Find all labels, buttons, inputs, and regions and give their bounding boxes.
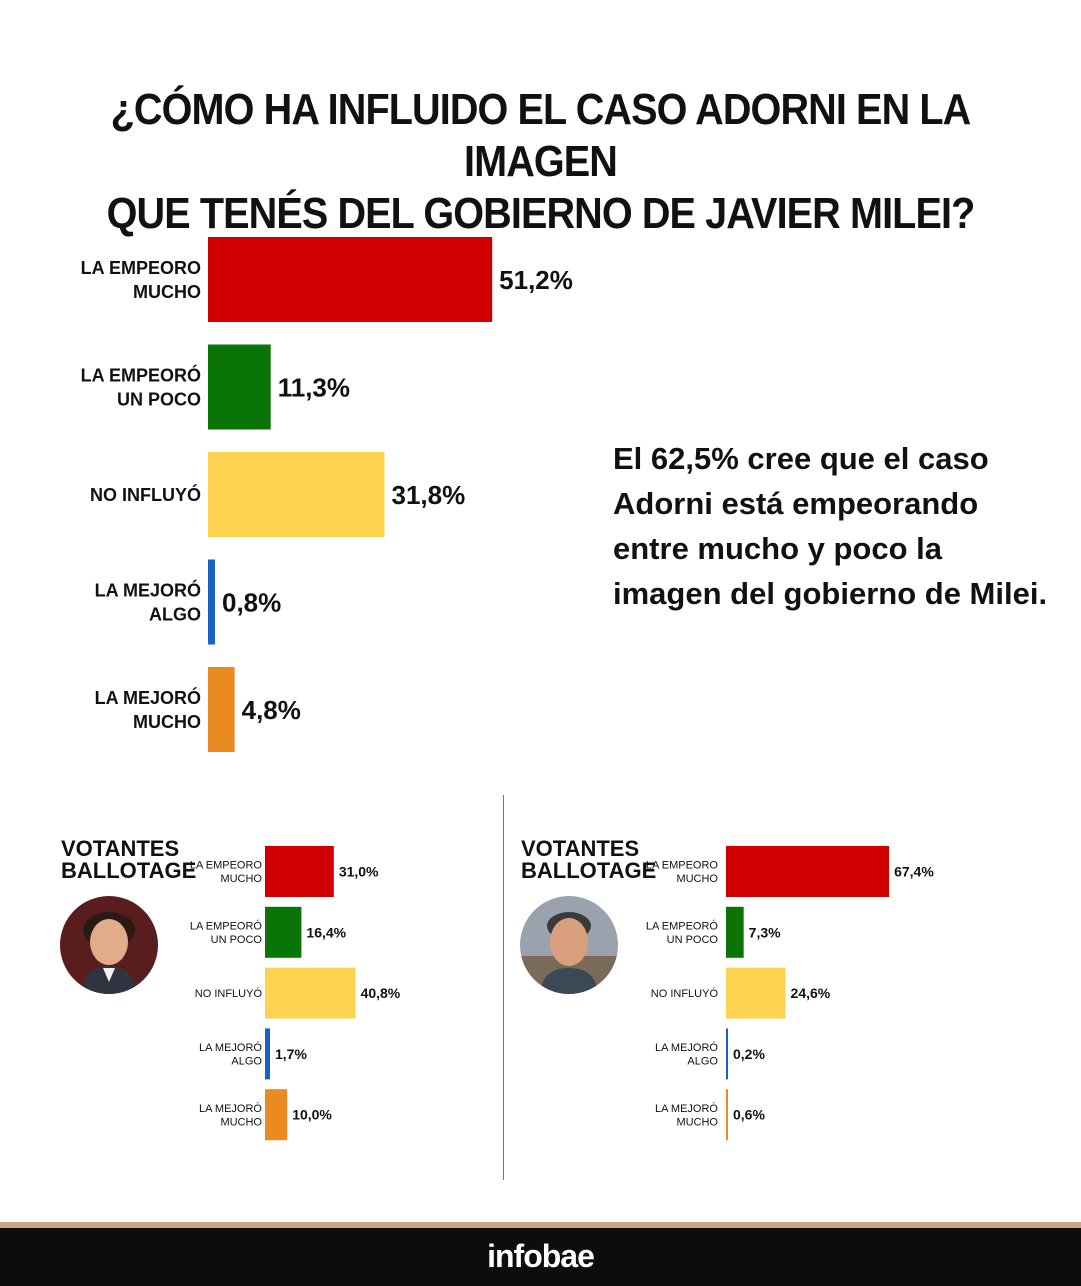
- left-panel-bar-1: [265, 846, 334, 897]
- right-panel-value-label-3: 24,6%: [791, 985, 831, 1001]
- left-panel-value-label-5: 10,0%: [292, 1107, 332, 1123]
- left-panel-value-label-1: 31,0%: [339, 864, 379, 880]
- main-bar-5: [208, 667, 235, 752]
- main-bar-2: [208, 344, 271, 430]
- title-line-1: ¿CÓMO HA INFLUIDO EL CASO ADORNI EN LA I…: [110, 85, 972, 186]
- right-panel-title-line-2: BALLOTAGE: [521, 858, 657, 883]
- right-panel-bar-4: [726, 1028, 728, 1080]
- note-line-4: imagen del gobierno de Milei.: [613, 576, 1048, 611]
- left-panel-bar-3: [265, 967, 356, 1019]
- main-value-label-1: 51,2%: [499, 265, 573, 295]
- main-bar-1: [208, 237, 493, 322]
- left-panel-category-label-3: NO INFLUYÓ: [195, 987, 263, 1000]
- left-panel-group: 31,0% LA EMPEORO MUCHO 16,4% LA EMPEORÓ UN PO…: [190, 846, 401, 1141]
- page-title: ¿CÓMO HA INFLUIDO EL CASO ADORNI EN LA I…: [72, 84, 1009, 240]
- left-panel-bar-4: [265, 1028, 270, 1080]
- right-panel-category-label-1: LA EMPEORO MUCHO: [646, 860, 719, 886]
- left-panel-category-label-1: LA EMPEORO MUCHO: [190, 860, 263, 886]
- main-category-label-2: LA EMPEORÓ UN POCO: [81, 364, 201, 409]
- person-avatar-icon: [520, 896, 618, 994]
- left-panel-category-label-2: LA EMPEORÓ UN POCO: [190, 920, 263, 947]
- right-panel-category-label-3: NO INFLUYÓ: [651, 987, 719, 1000]
- right-panel-bar-3: [726, 967, 786, 1019]
- right-panel-bar-5: [726, 1089, 728, 1141]
- main-bar-3: [208, 452, 385, 537]
- right-panel-category-label-5: LA MEJORÓ MUCHO: [655, 1102, 718, 1129]
- right-panel-title-line-1: VOTANTES: [521, 836, 640, 861]
- note-line-1: El 62,5% cree que el caso: [613, 441, 989, 476]
- left-panel-value-label-3: 40,8%: [361, 985, 401, 1001]
- left-panel-title-line-1: VOTANTES: [61, 836, 180, 861]
- main-category-label-4: LA MEJORÓ ALGO: [95, 579, 201, 624]
- right-panel-group: 67,4% LA EMPEORO MUCHO 7,3% LA EMPEORÓ UN POC…: [646, 846, 934, 1141]
- left-panel-value-label-4: 1,7%: [275, 1046, 307, 1062]
- summary-note: El 62,5% cree que el caso Adorni está em…: [613, 436, 1053, 616]
- title-line-2: QUE TENÉS DEL GOBIERNO DE JAVIER MILEI?: [106, 189, 976, 238]
- left-panel-bar-2: [265, 906, 302, 958]
- main-group: 51,2% LA EMPEORO MUCHO 11,3% LA EMPEORÓ UN PO…: [81, 237, 573, 752]
- main-value-label-3: 31,8%: [391, 480, 465, 510]
- left-panel-title-line-2: BALLOTAGE: [61, 858, 197, 883]
- main-value-label-4: 0,8%: [222, 587, 281, 617]
- right-panel-bar-2: [726, 906, 744, 958]
- main-category-label-3: NO INFLUYÓ: [90, 484, 201, 505]
- note-line-2: Adorni está empeorando: [613, 486, 979, 521]
- main-category-label-5: LA MEJORÓ MUCHO: [95, 687, 201, 732]
- right-panel-value-label-4: 0,2%: [733, 1046, 765, 1062]
- right-panel-value-label-1: 67,4%: [894, 864, 934, 880]
- left-panel-value-label-2: 16,4%: [306, 924, 346, 940]
- main-bar-chart: 51,2% LA EMPEORO MUCHO 11,3% LA EMPEORÓ UN PO…: [81, 237, 934, 1141]
- right-panel-bar-1: [726, 846, 890, 897]
- person-avatar-icon: [60, 896, 158, 994]
- right-panel-title: VOTANTES BALLOTAGE: [521, 836, 656, 882]
- footer-bar: infobae: [0, 1222, 1081, 1286]
- right-panel-value-label-5: 0,6%: [733, 1107, 765, 1123]
- right-panel-category-label-4: LA MEJORÓ ALGO: [655, 1041, 718, 1068]
- right-panel-category-label-2: LA EMPEORÓ UN POCO: [646, 920, 719, 947]
- left-panel-bar-5: [265, 1089, 288, 1141]
- brand-logo: infobae: [487, 1238, 595, 1274]
- left-panel-title: VOTANTES BALLOTAGE: [61, 836, 196, 882]
- main-value-label-5: 4,8%: [242, 695, 301, 725]
- left-panel-category-label-5: LA MEJORÓ MUCHO: [199, 1102, 262, 1129]
- main-bar-4: [208, 559, 215, 645]
- main-value-label-2: 11,3%: [278, 372, 350, 402]
- note-line-3: entre mucho y poco la: [613, 531, 943, 566]
- left-panel-category-label-4: LA MEJORÓ ALGO: [199, 1041, 262, 1068]
- right-panel-value-label-2: 7,3%: [749, 924, 781, 940]
- main-category-label-1: LA EMPEORO MUCHO: [81, 258, 201, 302]
- panel-divider: [503, 795, 504, 1180]
